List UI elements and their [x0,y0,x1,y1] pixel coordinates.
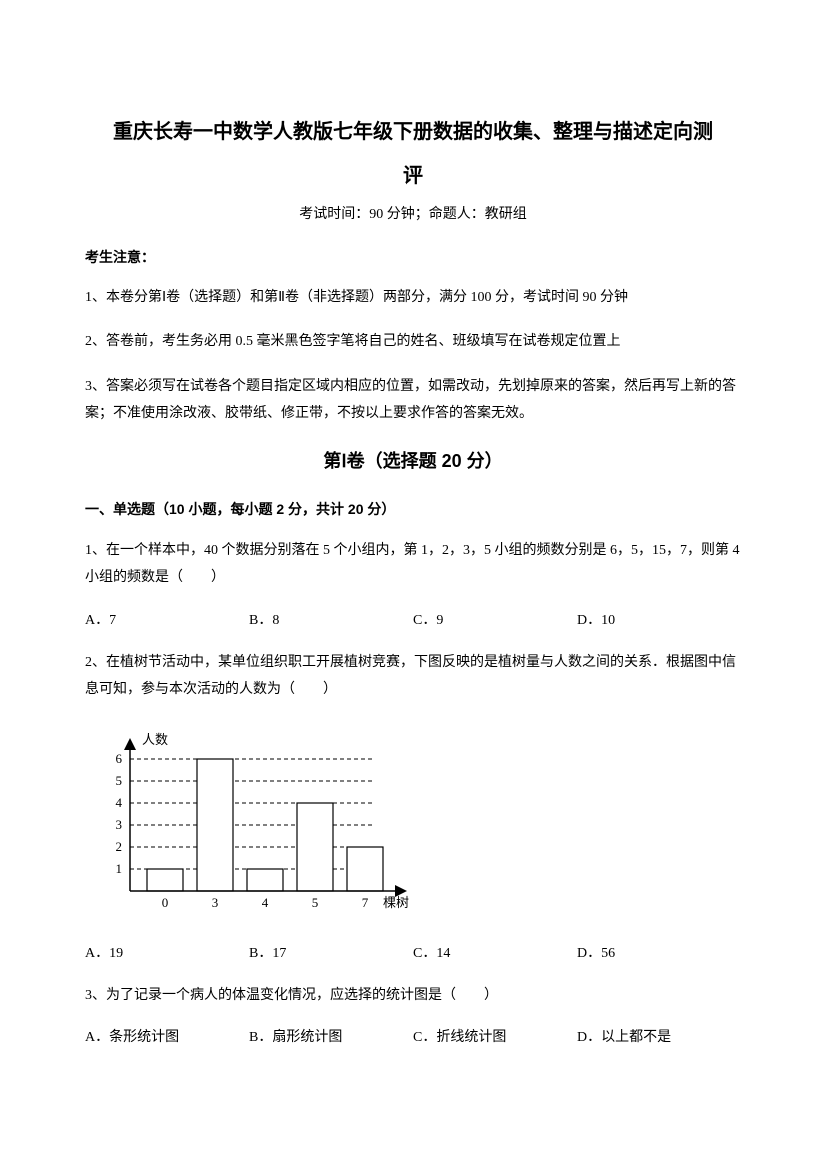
q3-opt-b: B．扇形统计图 [249,1027,413,1049]
q2-opt-b: B．17 [249,943,413,965]
q3-opt-c: C．折线统计图 [413,1027,577,1049]
question-3-options: A．条形统计图 B．扇形统计图 C．折线统计图 D．以上都不是 [85,1027,741,1049]
question-2: 2、在植树节活动中，某单位组织职工开展植树竞赛，下图反映的是植树量与人数之间的关… [85,650,741,703]
svg-text:棵树: 棵树 [383,895,409,910]
title-line-1: 重庆长寿一中数学人教版七年级下册数据的收集、整理与描述定向测 [85,110,741,154]
svg-text:3: 3 [116,817,123,832]
q2-opt-a: A．19 [85,943,249,965]
question-1: 1、在一个样本中，40 个数据分别落在 5 个小组内，第 1，2，3，5 小组的… [85,538,741,591]
notice-item-2: 2、答卷前，考生务必用 0.5 毫米黑色签字笔将自己的姓名、班级填写在试卷规定位… [85,329,741,356]
q2-opt-c: C．14 [413,943,577,965]
notice-item-3: 3、答案必须写在试卷各个题目指定区域内相应的位置，如需改动，先划掉原来的答案，然… [85,374,741,427]
q1-opt-d: D．10 [577,610,741,632]
notice-item-1: 1、本卷分第Ⅰ卷（选择题）和第Ⅱ卷（非选择题）两部分，满分 100 分，考试时间… [85,285,741,312]
section-header: 第Ⅰ卷（选择题 20 分） [85,447,741,476]
subsection-header: 一、单选题（10 小题，每小题 2 分，共计 20 分） [85,498,741,520]
question-3: 3、为了记录一个病人的体温变化情况，应选择的统计图是（ ） [85,983,741,1010]
exam-subtitle: 考试时间：90 分钟；命题人：教研组 [85,204,741,226]
notice-header: 考生注意： [85,246,741,268]
bar-chart: 1 2 3 4 5 6 0 3 4 5 7 人数棵树 [85,721,741,924]
svg-text:0: 0 [162,895,169,910]
svg-text:5: 5 [312,895,319,910]
svg-text:3: 3 [212,895,219,910]
q1-opt-a: A．7 [85,610,249,632]
svg-text:4: 4 [262,895,269,910]
question-2-options: A．19 B．17 C．14 D．56 [85,943,741,965]
svg-text:6: 6 [116,751,123,766]
svg-text:1: 1 [116,861,123,876]
svg-text:4: 4 [116,795,123,810]
q3-opt-a: A．条形统计图 [85,1027,249,1049]
question-1-options: A．7 B．8 C．9 D．10 [85,610,741,632]
q1-opt-c: C．9 [413,610,577,632]
page-title: 重庆长寿一中数学人教版七年级下册数据的收集、整理与描述定向测 评 [85,110,741,198]
bar-chart-svg: 1 2 3 4 5 6 0 3 4 5 7 人数棵树 [85,721,415,916]
svg-text:5: 5 [116,773,123,788]
q1-opt-b: B．8 [249,610,413,632]
svg-text:7: 7 [362,895,369,910]
svg-text:2: 2 [116,839,123,854]
q2-opt-d: D．56 [577,943,741,965]
q3-opt-d: D．以上都不是 [577,1027,741,1049]
title-line-2: 评 [85,154,741,198]
svg-text:人数: 人数 [142,732,168,747]
